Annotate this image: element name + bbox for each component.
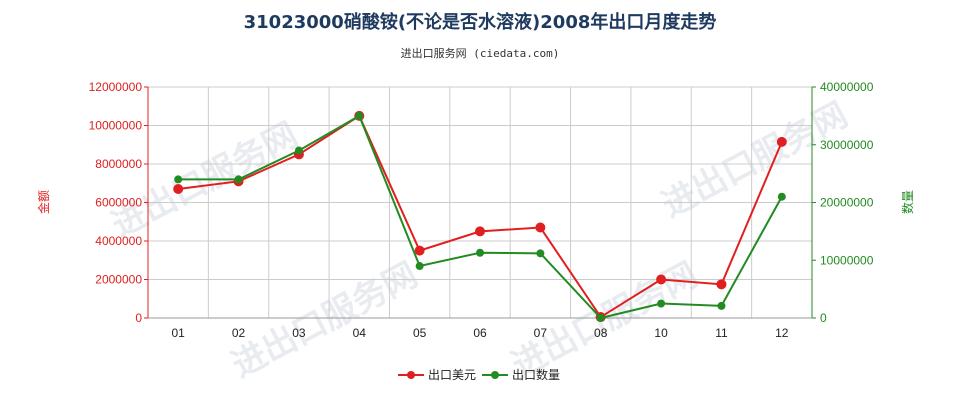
x-tick-label: 12 <box>775 326 789 340</box>
data-point <box>234 175 243 184</box>
watermark-text: 进出口服务网 <box>225 255 424 386</box>
data-point <box>355 111 364 120</box>
data-point <box>414 245 425 256</box>
left-tick-label: 12000000 <box>89 80 143 94</box>
right-tick-label: 30000000 <box>820 138 874 152</box>
x-tick-label: 08 <box>594 326 608 340</box>
right-tick-label: 10000000 <box>820 253 874 267</box>
data-point <box>415 262 424 271</box>
left-tick-label: 0 <box>135 311 142 325</box>
x-tick-label: 10 <box>654 326 668 340</box>
left-tick-label: 8000000 <box>95 157 142 171</box>
series-layer <box>173 110 787 323</box>
watermark-text: 进出口服务网 <box>505 255 704 386</box>
data-point <box>656 274 667 285</box>
x-tick-label: 06 <box>473 326 487 340</box>
data-point <box>717 301 726 310</box>
legend-marker-export-usd <box>407 371 415 379</box>
right-tick-label: 40000000 <box>820 80 874 94</box>
legend: 出口美元 出口数量 <box>398 367 560 382</box>
x-tick-label: 04 <box>353 326 367 340</box>
x-tick-label: 11 <box>715 326 728 340</box>
data-point <box>476 248 484 257</box>
data-point <box>535 222 546 233</box>
data-point <box>716 279 727 290</box>
left-tick-label: 10000000 <box>89 119 143 133</box>
left-tick-label: 2000000 <box>95 273 142 287</box>
data-point <box>475 226 485 237</box>
series-export-quantity <box>174 111 786 322</box>
legend-label-export-usd: 出口美元 <box>428 368 476 382</box>
left-axis-ticks: 0 2000000 4000000 6000000 8000000 10000000 120… <box>89 80 148 325</box>
x-tick-label: 01 <box>172 326 186 340</box>
left-tick-label: 6000000 <box>95 196 142 210</box>
x-tick-label: 03 <box>292 326 306 340</box>
data-point <box>657 299 666 308</box>
x-axis-ticks: 01 02 03 04 05 06 07 08 10 11 12 <box>172 326 789 340</box>
data-point <box>776 136 787 147</box>
data-point <box>173 184 184 195</box>
data-point <box>777 192 786 201</box>
right-tick-label: 0 <box>820 311 827 325</box>
right-tick-label: 20000000 <box>820 196 874 210</box>
data-point <box>536 249 545 258</box>
x-tick-label: 02 <box>232 326 246 340</box>
right-axis-label: 数量 <box>900 190 915 214</box>
data-point <box>294 146 303 155</box>
x-tick-label: 05 <box>413 326 427 340</box>
right-axis-ticks: 0 10000000 20000000 30000000 40000000 <box>812 80 874 325</box>
left-tick-label: 4000000 <box>95 234 142 248</box>
chart-title: 31023000硝酸铵(不论是否水溶液)2008年出口月度走势 <box>244 11 717 33</box>
left-axis-label: 金额 <box>36 190 51 214</box>
legend-label-export-quantity: 出口数量 <box>512 367 560 382</box>
chart-subtitle: 进出口服务网 (ciedata.com) <box>401 46 560 60</box>
legend-item-export-quantity[interactable]: 出口数量 <box>482 367 560 382</box>
x-tick-label: 07 <box>534 326 548 340</box>
legend-marker-export-quantity <box>491 371 499 379</box>
data-point <box>174 175 183 184</box>
data-point <box>596 314 605 322</box>
legend-item-export-usd[interactable]: 出口美元 <box>398 368 476 382</box>
